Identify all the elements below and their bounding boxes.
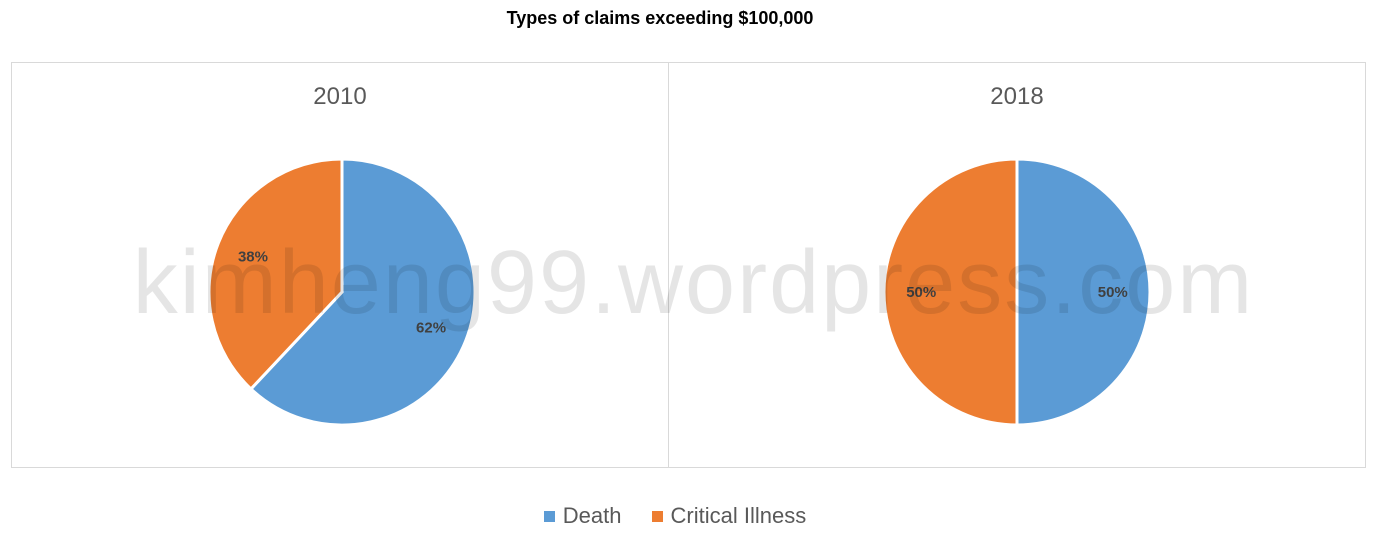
legend-item-death: Death	[543, 503, 622, 529]
pie-chart-2010: 62% 38%	[207, 157, 477, 427]
pie-title-2018: 2018	[990, 83, 1044, 110]
slice-label-2018-critical-illness: 50%	[906, 284, 936, 301]
pie-slice-2010-death	[248, 157, 477, 427]
legend-item-critical-illness: Critical Illness	[651, 503, 807, 529]
pie-slice-2010-critical-illness	[207, 157, 344, 392]
slice-label-2010-critical-illness: 38%	[238, 249, 268, 266]
pie-title-2010: 2010	[313, 83, 367, 110]
pie-panel-2018: 2018 50% 50%	[668, 62, 1366, 468]
pie-slice-2018-critical-illness	[882, 157, 1019, 427]
slice-label-2018-death: 50%	[1098, 284, 1128, 301]
legend-swatch-death	[543, 510, 555, 522]
pie-panel-2010: 2010 62% 38%	[11, 62, 669, 468]
chart-title: Types of claims exceeding $100,000	[506, 8, 814, 28]
pie-slice-2018-death	[1015, 157, 1152, 427]
legend-label-death: Death	[562, 503, 622, 528]
pie-chart-2018: 50% 50%	[882, 157, 1152, 427]
legend-swatch-critical-illness	[651, 510, 663, 522]
legend: Death Critical Illness	[0, 503, 1350, 529]
legend-label-critical-illness: Critical Illness	[670, 503, 807, 528]
slice-label-2010-death: 62%	[416, 319, 446, 336]
